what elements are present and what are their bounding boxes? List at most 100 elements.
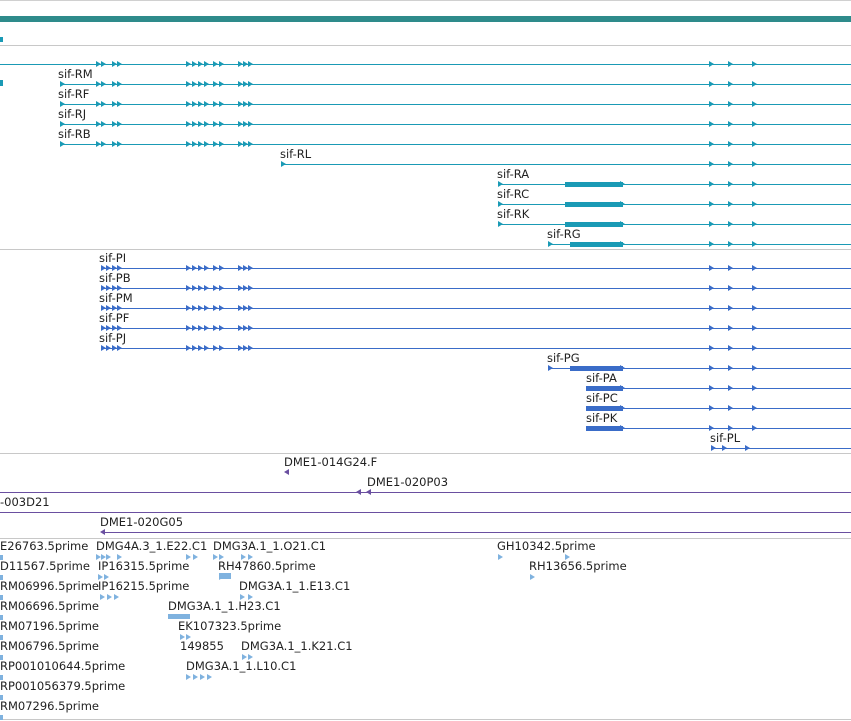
transcript-sif-RJ[interactable] xyxy=(60,124,851,125)
transcript-sif-RF[interactable] xyxy=(60,104,851,105)
transcript-sif-PA[interactable] xyxy=(588,388,851,389)
exon-arrow-right xyxy=(200,674,205,680)
exon-arrow-right xyxy=(112,81,117,87)
exon-arrow-right xyxy=(728,81,733,87)
transcript-sif-RC[interactable] xyxy=(499,204,851,205)
exon-arrow-right xyxy=(709,325,714,331)
transcript-label-sif-PL: sif-PL xyxy=(710,431,741,445)
clone-line[interactable] xyxy=(0,492,851,493)
transcript-label-sif-RL: sif-RL xyxy=(280,147,312,161)
exon-arrow-right xyxy=(238,265,243,271)
exon-arrow-right xyxy=(96,101,101,107)
exon-arrow-right xyxy=(106,345,111,351)
transcript-label-sif-RK: sif-RK xyxy=(497,207,530,221)
transcript-sif-PB[interactable] xyxy=(101,288,851,289)
transcript-sif-PI[interactable] xyxy=(101,268,851,269)
exon-arrow-right xyxy=(112,141,117,147)
exon-arrow-right xyxy=(219,265,224,271)
transcript-label-sif-RF: sif-RF xyxy=(58,87,90,101)
transcript-sif-RM[interactable] xyxy=(60,84,851,85)
exon-arrow-right xyxy=(728,425,733,431)
est-edge-marker[interactable] xyxy=(0,675,3,680)
transcript-line[interactable] xyxy=(0,64,851,65)
exon-arrow-right xyxy=(186,325,191,331)
exon-arrow-right xyxy=(752,405,757,411)
est-block[interactable] xyxy=(219,573,231,579)
transcript-sif-RG[interactable] xyxy=(549,244,851,245)
exon-arrow-right xyxy=(620,405,625,411)
exon-arrow-right xyxy=(204,121,209,127)
exon-arrow-right xyxy=(186,674,191,680)
transcript-sif-PF[interactable] xyxy=(101,328,851,329)
r-transcript-track: sif-RM sif-RF sif-RJ sif-RB sif-RL sif-R… xyxy=(0,46,851,248)
exon-arrow-right xyxy=(752,385,757,391)
exon-arrow-right xyxy=(117,121,122,127)
est-edge-marker[interactable] xyxy=(0,575,3,580)
exon-arrow-right xyxy=(112,325,117,331)
exon-arrow-right xyxy=(248,81,253,87)
exon-arrow-right xyxy=(114,594,119,600)
exon-arrow-right xyxy=(192,285,197,291)
exon-arrow-right xyxy=(106,265,111,271)
exon-arrow-right xyxy=(60,121,65,127)
transcript-sif-PC[interactable] xyxy=(588,408,851,409)
exon-arrow-right xyxy=(117,325,122,331)
exon-arrow-right xyxy=(106,285,111,291)
transcript-sif-RK[interactable] xyxy=(499,224,851,225)
exon-arrow-right xyxy=(106,554,111,560)
coding-exon xyxy=(565,182,623,187)
clone-label: DME1-020P03 xyxy=(367,475,449,489)
exon-arrow-right xyxy=(709,181,714,187)
est-edge-marker[interactable] xyxy=(0,555,3,560)
exon-arrow-right xyxy=(709,385,714,391)
exon-arrow-right xyxy=(728,201,733,207)
exon-arrow-right xyxy=(498,201,503,207)
transcript-sif-RA[interactable] xyxy=(499,184,851,185)
genome-scale-bar[interactable] xyxy=(0,16,851,22)
exon-arrow-right xyxy=(207,674,212,680)
transcript-sif-PK[interactable] xyxy=(588,428,851,429)
exon-arrow-right xyxy=(709,161,714,167)
exon-arrow-right xyxy=(204,265,209,271)
exon-arrow-right xyxy=(728,61,733,67)
exon-arrow-right xyxy=(243,325,248,331)
est-label: RH13656.5prime xyxy=(529,559,627,573)
transcript-label-sif-PF: sif-PF xyxy=(99,311,130,325)
bottom-divider xyxy=(0,719,851,720)
est-edge-marker[interactable] xyxy=(0,615,3,620)
est-label: IP16215.5prime xyxy=(98,579,190,593)
transcript-sif-PM[interactable] xyxy=(101,308,851,309)
exon-arrow-right xyxy=(96,81,101,87)
est-edge-marker[interactable] xyxy=(0,655,3,660)
est-label: RM07196.5prime xyxy=(0,619,99,633)
est-edge-marker[interactable] xyxy=(0,595,3,600)
transcript-sif-RL[interactable] xyxy=(282,164,851,165)
est-block[interactable] xyxy=(168,614,190,619)
est-edge-marker[interactable] xyxy=(0,635,3,640)
transcript-sif-PL[interactable] xyxy=(712,448,851,449)
exon-arrow-right xyxy=(60,141,65,147)
exon-arrow-right xyxy=(192,265,197,271)
track-marker xyxy=(0,37,3,42)
exon-arrow-right xyxy=(620,385,625,391)
est-edge-marker[interactable] xyxy=(0,695,3,700)
clone-line[interactable] xyxy=(0,512,851,513)
transcript-sif-RB[interactable] xyxy=(60,144,851,145)
exon-arrow-right xyxy=(745,445,750,451)
exon-arrow-right xyxy=(107,594,112,600)
exon-arrow-right xyxy=(219,101,224,107)
exon-arrow-right xyxy=(709,265,714,271)
transcript-sif-PJ[interactable] xyxy=(101,348,851,349)
exon-arrow-right xyxy=(204,285,209,291)
exon-arrow-right xyxy=(117,285,122,291)
transcript-sif-PG[interactable] xyxy=(549,368,851,369)
exon-arrow-right xyxy=(709,121,714,127)
est-edge-marker[interactable] xyxy=(0,715,3,720)
exon-arrow-right xyxy=(117,101,122,107)
exon-arrow-right xyxy=(101,554,106,560)
exon-arrow-right xyxy=(213,305,218,311)
exon-arrow-right xyxy=(281,161,286,167)
clone-line[interactable] xyxy=(102,532,851,533)
exon-arrow-right xyxy=(620,201,625,207)
exon-arrow-right xyxy=(204,61,209,67)
